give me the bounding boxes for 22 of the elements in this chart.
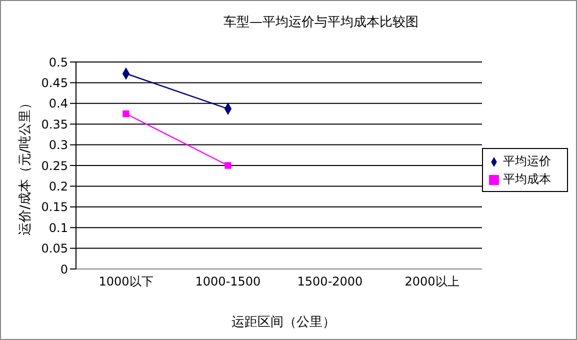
y-tick-label: 0: [60, 262, 68, 276]
point: [224, 162, 232, 169]
legend-label: 平均运价: [503, 154, 551, 168]
point: [122, 110, 130, 118]
y-axis-title: 运价/成本（元/吨公里）: [17, 96, 34, 236]
y-tick-label: 0.35: [41, 117, 68, 132]
x-tick-label: 1000-1500: [195, 274, 261, 289]
y-tick-label: 0.5: [48, 55, 68, 70]
x-tick-label: 1500-2000: [297, 274, 363, 289]
y-tick-label: 0.2: [48, 179, 68, 194]
legend-label: 平均成本: [503, 172, 551, 186]
y-tick-label: 0.25: [41, 158, 68, 173]
y-tick-label: 0.15: [41, 200, 68, 214]
chart-title: 车型—平均运价与平均成本比较图: [222, 14, 420, 31]
y-tick-label: 0.3: [48, 138, 68, 152]
x-tick-label: 1000以下: [98, 274, 154, 289]
y-tick-label: 0.4: [48, 96, 68, 111]
x-tick-label: 2000以上: [404, 274, 460, 289]
y-tick-label: 0.05: [41, 242, 68, 256]
y-tick-label: 0.45: [41, 76, 68, 90]
y-tick-label: 0.1: [48, 220, 68, 235]
x-axis-title: 运距区间（公里）: [230, 314, 336, 331]
